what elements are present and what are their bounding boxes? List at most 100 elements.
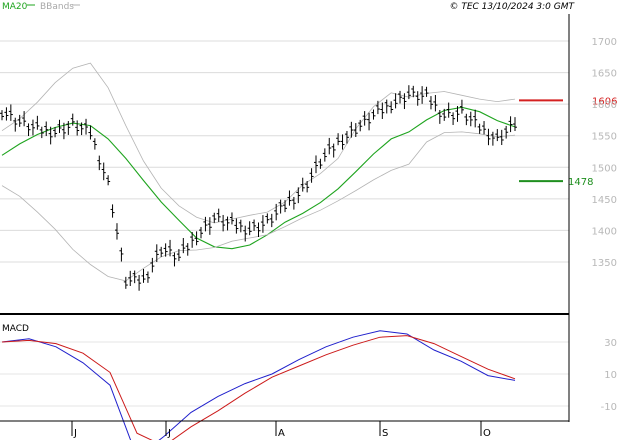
price-bar xyxy=(4,107,9,121)
price-bar xyxy=(283,200,288,213)
price-bar xyxy=(190,232,195,248)
macd-tick-label: 10 xyxy=(604,370,617,381)
price-bar xyxy=(119,247,124,262)
price-tick-label: 1700 xyxy=(592,37,617,48)
price-bar xyxy=(260,215,265,233)
price-bar xyxy=(486,128,491,146)
price-bar xyxy=(353,123,358,137)
price-bar xyxy=(336,133,341,146)
price-bar xyxy=(207,217,212,235)
price-bar xyxy=(428,96,433,110)
price-bar xyxy=(163,243,168,257)
ma20-line xyxy=(1,106,516,250)
price-bar xyxy=(53,127,58,138)
macd-tick-label: -10 xyxy=(601,402,617,413)
price-bar xyxy=(344,130,349,144)
price-bar xyxy=(269,213,274,228)
x-tick-label: J xyxy=(167,428,171,439)
price-bar xyxy=(30,119,35,136)
copyright-label: © TEC 13/10/2024 3:0 GMT xyxy=(449,2,575,12)
price-bar xyxy=(39,126,44,139)
price-bar xyxy=(84,118,89,135)
price-bar xyxy=(504,125,509,139)
price-bar xyxy=(128,270,133,286)
price-bar xyxy=(70,113,75,126)
price-bar xyxy=(367,112,372,131)
macd-tick-label: 30 xyxy=(604,338,617,349)
price-bar xyxy=(402,93,407,110)
price-bar xyxy=(278,199,283,214)
price-bar xyxy=(26,123,31,137)
support-label: 1478 xyxy=(568,177,593,188)
price-bar xyxy=(473,109,478,128)
price-bar xyxy=(371,109,376,120)
price-bar xyxy=(252,219,257,231)
macd-series xyxy=(1,330,516,440)
price-bar xyxy=(362,111,367,126)
price-bar xyxy=(482,121,487,135)
price-panel: 1606 1478 1700 1650 1600 1550 1500 1450 1400 135… xyxy=(0,14,617,314)
price-bar xyxy=(22,111,27,127)
price-tick-label: 1350 xyxy=(592,258,617,269)
price-bar xyxy=(225,216,230,231)
price-bar xyxy=(406,85,411,100)
price-y-axis: 1700 1650 1600 1550 1500 1450 1400 1350 xyxy=(592,37,617,269)
price-bar xyxy=(322,148,327,162)
price-bar xyxy=(393,93,398,109)
price-bar xyxy=(464,113,469,126)
price-bar xyxy=(433,94,438,112)
x-tick-label: A xyxy=(278,428,285,439)
price-bar xyxy=(229,212,234,225)
price-bar xyxy=(66,121,71,135)
price-bar xyxy=(477,123,482,134)
macd-grid xyxy=(0,341,569,407)
price-bar xyxy=(114,223,119,240)
price-bar xyxy=(48,126,53,145)
price-bar xyxy=(513,117,517,131)
macd-signal-line xyxy=(1,335,516,440)
price-bar xyxy=(274,203,279,221)
price-bar xyxy=(132,270,137,284)
price-bar xyxy=(327,137,332,155)
price-bar xyxy=(243,225,248,242)
price-bar xyxy=(8,104,13,121)
price-bar xyxy=(313,155,318,174)
macd-panel: MACD 30 10 -10 xyxy=(0,324,617,440)
price-bar xyxy=(398,90,403,104)
price-tick-label: 1650 xyxy=(592,69,617,80)
price-bar xyxy=(380,102,385,119)
price-tick-label: 1600 xyxy=(592,100,617,111)
price-bar xyxy=(123,276,128,289)
x-tick-label: S xyxy=(382,428,388,439)
price-bar xyxy=(459,99,464,114)
price-bar xyxy=(424,86,429,97)
price-bar xyxy=(411,85,416,98)
price-bar xyxy=(185,243,190,256)
price-bar xyxy=(88,125,93,140)
x-tick-label: O xyxy=(483,428,491,439)
price-bar xyxy=(287,190,292,206)
price-panel-frame xyxy=(0,14,569,314)
price-bar xyxy=(159,246,164,257)
price-bar xyxy=(17,114,22,127)
x-tick-label: J xyxy=(73,428,77,439)
resistance-label: 1606 xyxy=(592,96,617,107)
price-bar xyxy=(499,129,504,146)
price-bar xyxy=(97,155,102,171)
price-bar xyxy=(265,213,270,224)
price-bar xyxy=(455,106,460,122)
price-bar xyxy=(110,204,115,218)
price-bar xyxy=(358,119,363,132)
price-bar xyxy=(216,208,221,222)
price-bar xyxy=(451,112,456,125)
price-bar xyxy=(318,158,323,169)
price-bar xyxy=(349,121,354,138)
price-tick-label: 1400 xyxy=(592,226,617,237)
price-bar xyxy=(145,271,150,283)
price-bar xyxy=(389,101,394,114)
price-bar xyxy=(61,122,66,140)
price-bar xyxy=(106,175,111,186)
price-bar xyxy=(305,181,310,193)
